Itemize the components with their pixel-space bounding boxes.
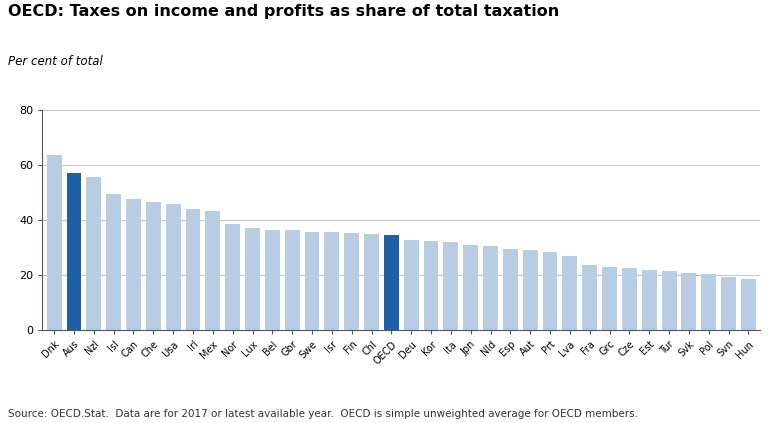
Bar [543, 252, 558, 330]
Bar [106, 194, 121, 330]
Bar [622, 268, 637, 330]
Bar [404, 240, 419, 330]
Bar [344, 233, 359, 330]
Bar [701, 275, 717, 330]
Bar [483, 246, 498, 330]
Bar [166, 204, 180, 330]
Bar [602, 266, 617, 330]
Text: Source: OECD.Stat.  Data are for 2017 or latest available year.  OECD is simple : Source: OECD.Stat. Data are for 2017 or … [8, 409, 637, 419]
Bar [265, 230, 280, 330]
Bar [741, 279, 756, 330]
Bar [186, 209, 200, 330]
Bar [47, 155, 61, 330]
Bar [384, 235, 399, 330]
Bar [146, 202, 161, 330]
Bar [126, 199, 141, 330]
Bar [523, 250, 538, 330]
Text: Per cent of total: Per cent of total [8, 55, 102, 68]
Bar [582, 264, 598, 330]
Bar [324, 232, 339, 330]
Bar [67, 173, 81, 330]
Bar [364, 234, 379, 330]
Bar [225, 224, 240, 330]
Bar [463, 245, 478, 330]
Bar [86, 177, 101, 330]
Bar [205, 211, 220, 330]
Bar [424, 241, 439, 330]
Bar [245, 228, 260, 330]
Bar [285, 231, 300, 330]
Bar [503, 249, 518, 330]
Bar [721, 277, 736, 330]
Bar [305, 231, 319, 330]
Bar [681, 273, 697, 330]
Bar [662, 272, 677, 330]
Bar [642, 270, 657, 330]
Text: OECD: Taxes on income and profits as share of total taxation: OECD: Taxes on income and profits as sha… [8, 4, 559, 19]
Bar [562, 255, 578, 330]
Bar [443, 242, 458, 330]
